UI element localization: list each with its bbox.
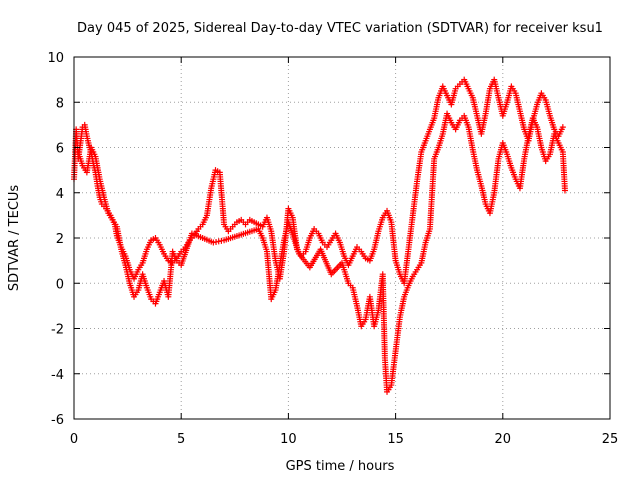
y-tick-label: 10 [47,51,64,66]
x-axis-label: GPS time / hours [286,459,395,474]
x-tick-label: 10 [280,432,297,447]
x-tick-label: 5 [177,432,185,447]
data-point-marker [559,124,566,131]
y-tick-label: 2 [56,232,64,247]
chart-title: Day 045 of 2025, Sidereal Day-to-day VTE… [77,21,603,36]
axes: 0 5 10 15 20 25 -6 -4 -2 0 2 4 6 8 10 [47,51,618,447]
y-tick-label: 8 [56,96,64,111]
y-tick-label: -4 [51,368,64,383]
x-tick-label: 0 [70,432,78,447]
y-tick-label: -6 [51,413,64,428]
data-points [71,76,568,395]
x-tick-label: 15 [387,432,404,447]
x-tick-label: 20 [495,432,512,447]
data-point-marker [561,187,568,194]
y-tick-label: -2 [51,323,64,338]
x-tick-label: 25 [602,432,619,447]
y-axis-label: SDTVAR / TECUs [7,185,22,292]
y-tick-label: 6 [56,142,64,157]
y-tick-label: 4 [56,187,64,202]
y-tick-label: 0 [56,277,64,292]
